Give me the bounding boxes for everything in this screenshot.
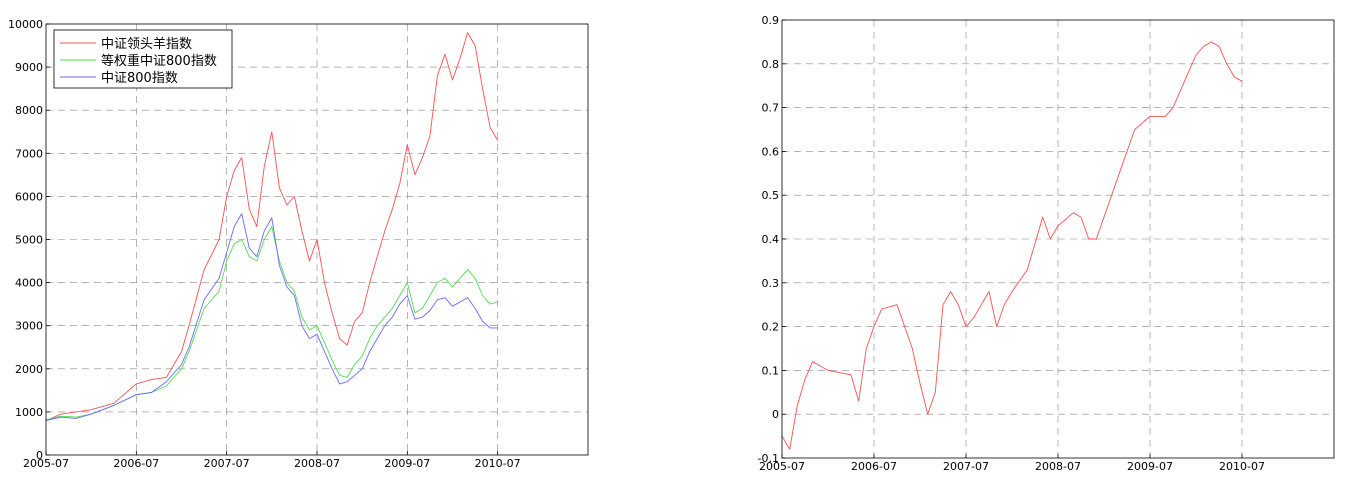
y-tick-label: 4000 — [15, 277, 43, 290]
x-tick-label: 2007-07 — [943, 460, 989, 473]
x-tick-label: 2006-07 — [851, 460, 897, 473]
y-tick-label: 0 — [36, 449, 43, 462]
y-tick-label: 1000 — [15, 406, 43, 419]
x-tick-labels: 2005-07 2006-07 2007-07 2008-07 2009-07 2010-… — [23, 457, 521, 470]
series-line-0 — [781, 41, 1243, 450]
x-tick-labels: 2005-07 2006-07 2007-07 2008-07 2009-07 2010-… — [759, 460, 1265, 473]
chart-right: 2005-07 2006-07 2007-07 2008-07 2009-07 2010-… — [758, 14, 1335, 473]
y-tick-label: 3000 — [15, 320, 43, 333]
y-tick-label: 0.2 — [762, 321, 780, 334]
x-tick-label: 2006-07 — [113, 457, 159, 470]
y-tick-label: 0.3 — [762, 277, 780, 290]
x-tick-label: 2010-07 — [475, 457, 521, 470]
series-line-1 — [45, 226, 498, 421]
y-tick-label: -0.1 — [758, 452, 779, 465]
series-line-0 — [45, 32, 499, 421]
y-tick-label: 0.4 — [762, 233, 780, 246]
y-tick-labels: 0 1000 2000 3000 4000 5000 6000 7000 8000 9000 100… — [8, 18, 43, 462]
legend-label: 等权重中证800指数 — [101, 53, 217, 69]
series-line-2 — [45, 213, 498, 421]
x-tick-label: 2008-07 — [294, 457, 340, 470]
y-tick-label: 0.9 — [762, 14, 780, 27]
y-tick-label: 5000 — [15, 234, 43, 247]
y-tick-label: 0.8 — [762, 58, 780, 71]
x-tick-label: 2008-07 — [1035, 460, 1081, 473]
y-tick-label: 0 — [772, 408, 779, 421]
y-tick-label: 0.1 — [762, 364, 780, 377]
y-tick-label: 0.7 — [762, 102, 780, 115]
x-tick-label: 2010-07 — [1219, 460, 1265, 473]
x-tick-label: 2009-07 — [384, 457, 430, 470]
grid — [782, 20, 1334, 458]
x-tick-label: 2005-07 — [23, 457, 69, 470]
y-tick-label: 2000 — [15, 363, 43, 376]
y-tick-label: 0.6 — [762, 145, 780, 158]
y-tick-label: 7000 — [15, 147, 43, 160]
y-tick-label: 10000 — [8, 18, 43, 31]
y-tick-label: 9000 — [15, 61, 43, 74]
y-tick-label: 0.5 — [762, 189, 780, 202]
x-tick-label: 2005-07 — [759, 460, 805, 473]
y-tick-label: 6000 — [15, 190, 43, 203]
legend-label: 中证领头羊指数 — [101, 36, 192, 52]
y-tick-labels: -0.1 0 0.1 0.2 0.3 0.4 0.5 0.6 0.7 0.8 0.9 — [758, 14, 779, 465]
y-tick-label: 8000 — [15, 104, 43, 117]
legend-box — [53, 29, 233, 89]
legend-label: 中证800指数 — [101, 71, 178, 86]
chart-left: 2005-07 2006-07 2007-07 2008-07 2009-07 2010-… — [8, 18, 589, 470]
x-tick-label: 2007-07 — [204, 457, 250, 470]
x-tick-label: 2009-07 — [1127, 460, 1173, 473]
